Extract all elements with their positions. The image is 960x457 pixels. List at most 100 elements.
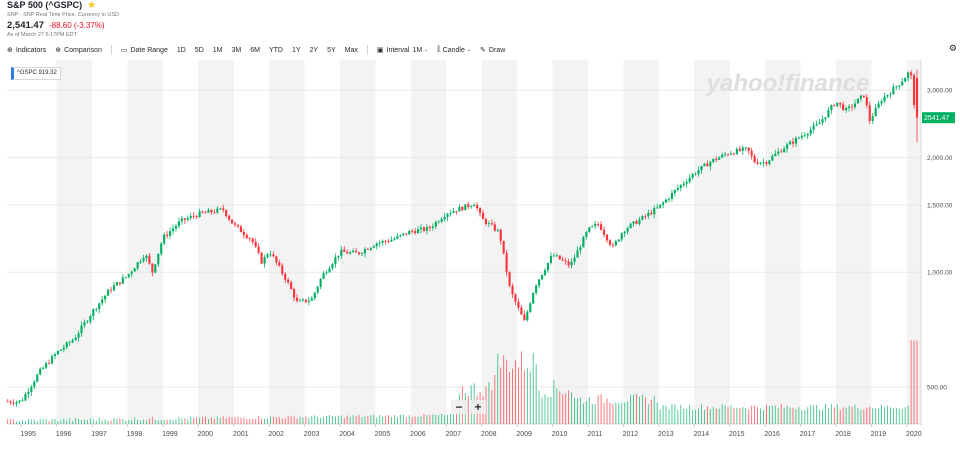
volume-bar <box>441 413 443 424</box>
draw-button[interactable]: ✎ Draw <box>480 46 505 55</box>
candle-body <box>151 263 154 273</box>
candle-body <box>623 231 626 234</box>
comparison-button[interactable]: ⊕ Comparison <box>55 46 102 55</box>
volume-bar <box>160 419 162 424</box>
candle-body <box>685 181 688 184</box>
volume-bar <box>270 416 271 424</box>
volume-bar <box>497 353 499 424</box>
gear-icon[interactable]: ⚙ <box>948 43 957 53</box>
y-tick-label: 1,000.00 <box>927 270 953 277</box>
candle-body <box>484 219 488 224</box>
candle-body <box>109 289 113 291</box>
volume-bar <box>447 415 449 424</box>
range-1y[interactable]: 1Y <box>291 46 301 54</box>
range-6m[interactable]: 6M <box>250 46 260 54</box>
range-ytd[interactable]: YTD <box>268 46 283 54</box>
volume-bars <box>7 340 918 424</box>
volume-bar <box>296 418 298 424</box>
volume-bar <box>284 418 286 424</box>
candle-body <box>874 107 877 117</box>
candle-body <box>71 340 74 343</box>
candle-body <box>133 268 136 272</box>
candle-body <box>18 400 21 402</box>
volume-bar <box>665 405 667 424</box>
candle-body <box>591 226 594 228</box>
zoom-out-button[interactable]: − <box>451 400 467 414</box>
range-5y[interactable]: 5Y <box>327 46 336 54</box>
volume-bar <box>810 405 812 424</box>
price-chart[interactable]: yahoo!finance 500.00 1,000.00 1,500.00 2,00… <box>0 58 960 457</box>
volume-bar <box>523 370 525 424</box>
interval-dropdown[interactable]: ▣ Interval 1M ⌄ <box>377 46 429 55</box>
candle-body <box>602 229 606 235</box>
candle-body <box>464 204 467 211</box>
range-1m[interactable]: 1M <box>212 46 223 54</box>
candle-body <box>741 147 744 151</box>
plus-circle-icon: ⊕ <box>55 47 62 54</box>
x-tick-label: 2007 <box>445 431 461 438</box>
volume-bar <box>143 419 144 424</box>
date-range-button[interactable]: ▭ Date Range <box>121 46 168 55</box>
x-tick-label: 2017 <box>800 431 816 438</box>
volume-bar <box>724 405 726 424</box>
pencil-icon: ✎ <box>480 47 486 54</box>
star-icon[interactable]: ★ <box>87 0 97 11</box>
volume-bar <box>379 414 381 424</box>
candle-body <box>481 212 485 220</box>
candle-body <box>809 129 812 134</box>
volume-bar <box>329 414 330 424</box>
candle-body <box>328 268 331 273</box>
range-5d[interactable]: 5D <box>194 46 204 54</box>
series-legend[interactable]: ^GSPC 919.32 <box>11 67 61 80</box>
volume-bar <box>730 405 732 424</box>
volume-bar <box>352 415 354 424</box>
candle-body <box>124 276 127 278</box>
candle-body <box>281 265 284 274</box>
year-band <box>127 60 163 424</box>
volume-bar <box>869 406 871 424</box>
range-max[interactable]: Max <box>344 46 358 54</box>
candle-body <box>850 106 854 108</box>
candle-body <box>225 210 228 217</box>
volume-bar <box>892 408 894 424</box>
range-3m[interactable]: 3M <box>231 46 242 54</box>
candle-body <box>898 85 901 87</box>
candle-body <box>98 303 101 310</box>
volume-bar <box>7 419 9 424</box>
indicators-button[interactable]: ⊕ Indicators <box>7 46 46 55</box>
volume-bar <box>712 406 714 424</box>
candle-body <box>242 232 245 236</box>
candle-body <box>357 252 361 254</box>
candle-body <box>260 252 263 264</box>
volume-bar <box>615 402 617 424</box>
volume-bar <box>500 367 502 424</box>
volume-bar <box>889 407 891 424</box>
volume-bar <box>391 417 392 424</box>
candle-body <box>343 249 346 252</box>
candle-body <box>12 402 15 404</box>
candle-body <box>653 208 656 215</box>
candle-body <box>664 199 668 203</box>
candle-body <box>287 279 290 283</box>
candle-body <box>514 294 517 302</box>
zoom-in-button[interactable]: + <box>470 400 486 414</box>
candle-body <box>588 227 591 232</box>
candle-body <box>886 94 889 97</box>
volume-bar <box>411 417 413 424</box>
volume-bar <box>187 419 189 424</box>
volume-bar <box>680 404 682 424</box>
candle-body <box>378 242 381 244</box>
candle-body <box>570 261 573 266</box>
volume-bar <box>157 420 159 424</box>
candle-body <box>579 247 582 251</box>
candle-body <box>780 151 783 153</box>
candle-body <box>889 94 892 95</box>
volume-bar <box>213 418 215 424</box>
candle-body <box>561 259 564 261</box>
candle-body <box>493 224 496 231</box>
range-2y[interactable]: 2Y <box>309 46 319 54</box>
chart-type-dropdown[interactable]: ⫿ Candle ⌄ <box>437 46 471 54</box>
range-1d[interactable]: 1D <box>176 46 186 54</box>
candle-body <box>355 250 358 253</box>
candle-body <box>868 105 871 121</box>
